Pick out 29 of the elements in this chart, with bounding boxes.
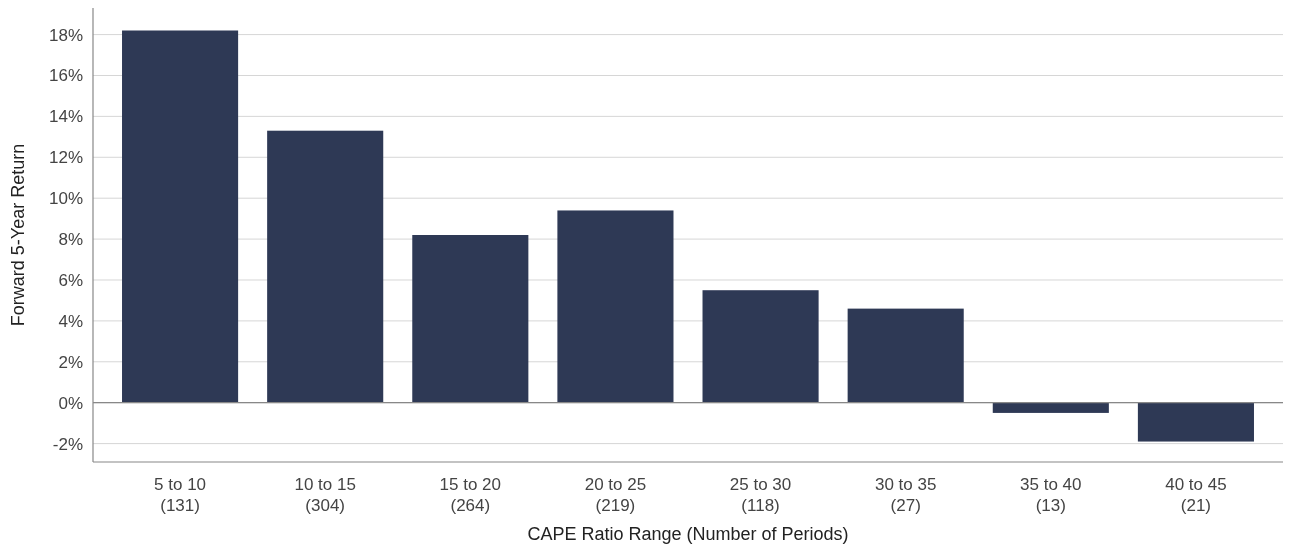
x-tick-label: 5 to 10 (131) xyxy=(154,475,207,515)
y-tick-label: 18% xyxy=(48,25,83,45)
y-tick-label: 12% xyxy=(48,148,83,168)
x-tick-label: 25 to 30 (118) xyxy=(729,475,792,515)
y-tick-label: 8% xyxy=(58,230,83,250)
y-tick-label: 6% xyxy=(58,270,83,290)
y-tick-label: -2% xyxy=(52,434,83,454)
bar xyxy=(557,210,674,403)
y-axis-title: Forward 5-Year Return xyxy=(8,143,28,327)
bar xyxy=(267,130,384,403)
y-tick-label: 4% xyxy=(58,311,83,331)
x-axis-title: CAPE Ratio Range (Number of Periods) xyxy=(527,524,849,544)
y-tick-label: 14% xyxy=(48,107,83,127)
bar xyxy=(122,30,239,403)
bar xyxy=(702,290,819,403)
bar xyxy=(412,235,529,403)
x-tick-label: 20 to 25 (219) xyxy=(584,475,647,515)
y-tick-label: 16% xyxy=(48,66,83,86)
x-tick-label: 15 to 20 (264) xyxy=(439,475,502,515)
x-tick-label: 35 to 40 (13) xyxy=(1020,475,1082,515)
x-tick-label: 10 to 15 (304) xyxy=(294,475,356,515)
bar xyxy=(847,308,964,403)
x-tick-label: 40 to 45 (21) xyxy=(1165,475,1227,515)
bar xyxy=(1137,402,1254,442)
y-tick-label: 0% xyxy=(58,393,83,413)
y-tick-label: 10% xyxy=(48,189,83,209)
x-tick-label: 30 to 35 (27) xyxy=(874,475,937,515)
y-tick-label: 2% xyxy=(58,352,83,372)
bar xyxy=(992,402,1109,413)
